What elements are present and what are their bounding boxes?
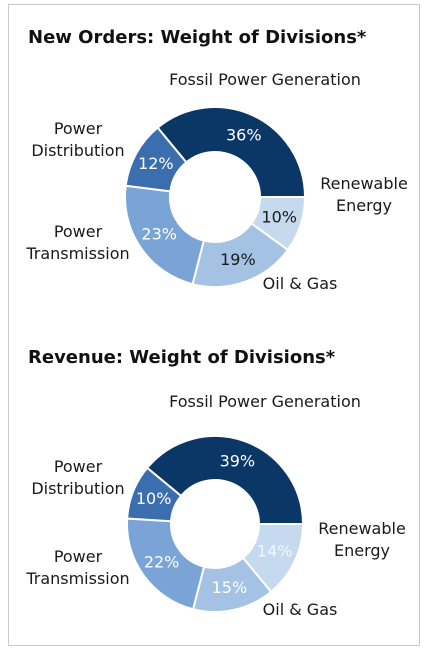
value-label: 39% xyxy=(220,451,256,470)
category-label: Power Distribution xyxy=(31,119,125,160)
value-label: 19% xyxy=(220,250,256,269)
donut-slice xyxy=(145,435,305,525)
donut-slice xyxy=(124,184,206,286)
value-label: 15% xyxy=(212,578,248,597)
donut-slice xyxy=(124,126,188,193)
chart-title: Revenue: Weight of Divisions* xyxy=(28,347,336,368)
category-label: Power Transmission xyxy=(26,547,130,588)
frame xyxy=(8,4,420,646)
category-label: Renewable Energy xyxy=(318,519,406,560)
category-label: Power Distribution xyxy=(31,457,125,498)
value-label: 14% xyxy=(257,542,293,561)
category-label: Power Transmission xyxy=(26,222,130,263)
value-label: 23% xyxy=(141,224,177,243)
category-label: Oil & Gas xyxy=(262,600,338,619)
value-label: 10% xyxy=(136,489,172,508)
category-label: Fossil Power Generation xyxy=(169,70,361,89)
value-label: 22% xyxy=(144,552,180,571)
category-label: Fossil Power Generation xyxy=(169,392,361,411)
value-label: 10% xyxy=(261,207,297,226)
value-label: 36% xyxy=(226,125,262,144)
chart-title: New Orders: Weight of Divisions* xyxy=(28,27,367,48)
value-label: 12% xyxy=(138,154,174,173)
donut-slice xyxy=(126,466,183,523)
donut-slice xyxy=(156,106,307,198)
category-label: Renewable Energy xyxy=(320,174,408,215)
category-label: Oil & Gas xyxy=(262,274,338,293)
